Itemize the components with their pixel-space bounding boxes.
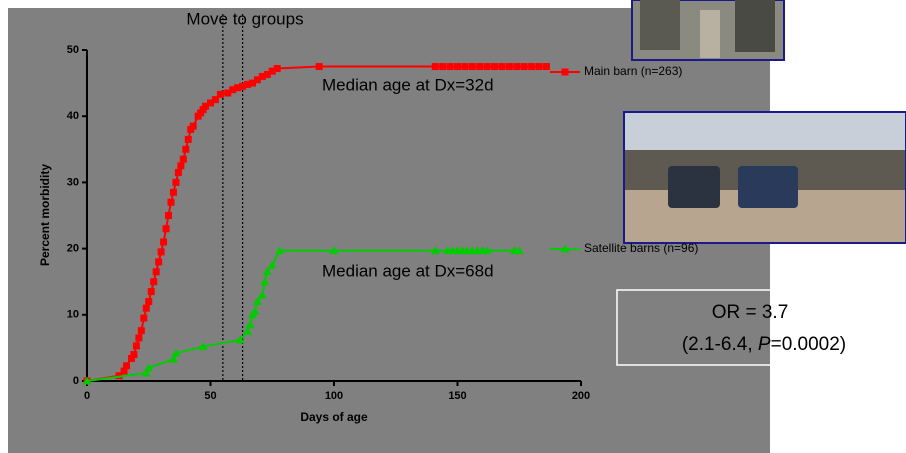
data-point [185, 136, 192, 143]
data-point [484, 63, 491, 70]
data-point [498, 63, 505, 70]
x-tick-label: 200 [572, 390, 590, 402]
data-point [461, 63, 468, 70]
data-point [506, 63, 513, 70]
legend-marker [562, 69, 569, 76]
data-point [158, 248, 165, 255]
legend-label: Main barn (n=263) [584, 64, 682, 78]
data-point [536, 63, 543, 70]
data-point [182, 146, 189, 153]
data-point [528, 63, 535, 70]
data-point [177, 162, 184, 169]
data-point [133, 342, 140, 349]
data-point [135, 334, 142, 341]
data-point [123, 362, 130, 369]
data-point [143, 305, 150, 312]
data-point [148, 288, 155, 295]
x-tick-label: 150 [448, 390, 466, 402]
data-point [476, 63, 483, 70]
annotation: Median age at Dx=32d [322, 75, 494, 94]
photo-barn [624, 112, 906, 243]
y-axis-title: Percent morbidity [38, 164, 52, 266]
y-tick-label: 30 [67, 176, 79, 188]
data-point [163, 225, 170, 232]
data-point [175, 169, 182, 176]
data-point [543, 63, 550, 70]
data-point [447, 63, 454, 70]
data-point [454, 63, 461, 70]
data-point [190, 123, 197, 130]
y-tick-label: 10 [67, 309, 79, 321]
data-point [469, 63, 476, 70]
y-tick-label: 0 [73, 375, 79, 387]
x-tick-label: 0 [84, 390, 90, 402]
data-point [172, 179, 179, 186]
chart-title: Move to groups [186, 9, 303, 28]
p-value: =0.0002) [771, 334, 847, 355]
ci-text: (2.1-6.4, P=0.0002) [682, 334, 846, 355]
data-point [155, 258, 162, 265]
data-point [316, 63, 323, 70]
data-point [150, 278, 157, 285]
data-point [165, 212, 172, 219]
data-point [167, 199, 174, 206]
data-point [153, 268, 160, 275]
data-point [160, 238, 167, 245]
or-text: OR = 3.7 [712, 302, 789, 323]
data-point [217, 91, 224, 98]
data-point [138, 327, 145, 334]
data-point [130, 351, 137, 358]
data-point [145, 298, 152, 305]
data-point [180, 156, 187, 163]
p-symbol: P [758, 334, 771, 355]
y-tick-label: 20 [67, 243, 79, 255]
x-tick-label: 50 [204, 390, 216, 402]
data-point [521, 63, 528, 70]
data-point [140, 315, 147, 322]
data-point [170, 189, 177, 196]
legend-label: Satellite barns (n=96) [584, 241, 698, 255]
photo-top [632, 0, 784, 60]
data-point [432, 63, 439, 70]
y-tick-label: 50 [67, 44, 79, 56]
annotation: Median age at Dx=68d [322, 261, 494, 280]
data-point [274, 65, 281, 72]
data-point [439, 63, 446, 70]
y-tick-label: 40 [67, 110, 79, 122]
data-point [491, 63, 498, 70]
x-axis-title: Days of age [300, 410, 368, 424]
x-tick-label: 100 [325, 390, 343, 402]
ci-prefix: (2.1-6.4, [682, 334, 758, 355]
slide: Move to groups Median age at Dx=32d Medi… [0, 0, 906, 453]
data-point [513, 63, 520, 70]
